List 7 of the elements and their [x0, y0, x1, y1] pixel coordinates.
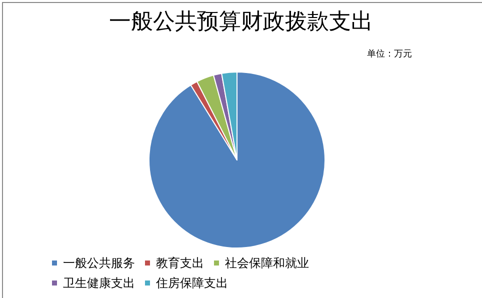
- text: 单位：万元: [367, 48, 412, 60]
- legend-label: 教育支出: [156, 256, 204, 270]
- legend-label: 一般公共服务: [63, 256, 135, 270]
- chart-title: 一般公共预算财政拨款支出: [109, 10, 373, 34]
- legend-label: 社会保障和就业: [225, 256, 309, 270]
- legend-label: 卫生健康支出: [63, 276, 135, 290]
- legend-label: 住房保障支出: [155, 276, 228, 290]
